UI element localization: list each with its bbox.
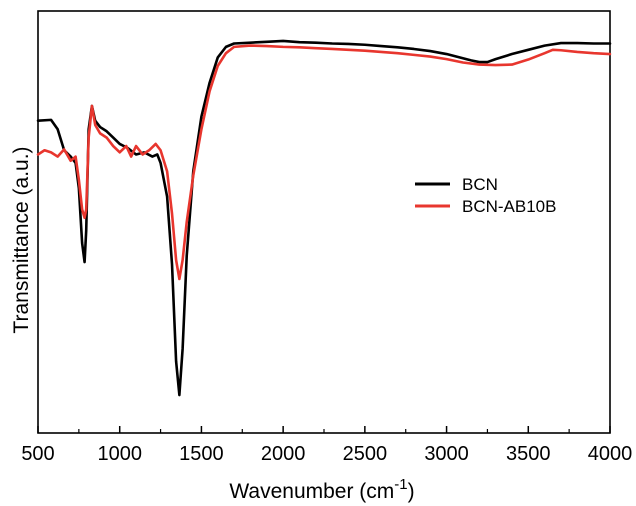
- series-line-bcn: [36, 39, 612, 397]
- legend: BCN BCN-AB10B: [415, 175, 556, 216]
- x-tick-label: 4000: [588, 443, 633, 465]
- x-axis-title-close: ): [408, 480, 415, 503]
- x-tick-label: 2500: [343, 443, 388, 465]
- x-axis: 500 1000 1500 2000 2500 3000 3500 4000: [21, 426, 632, 465]
- x-tick-label: 500: [21, 443, 54, 465]
- legend-label-bcn: BCN: [462, 175, 498, 194]
- plot-area-frame: [37, 10, 611, 434]
- x-tick-label: 1000: [97, 443, 142, 465]
- x-tick-label: 3000: [424, 443, 469, 465]
- y-axis-title: Transmittance (a.u.): [10, 146, 33, 333]
- series-line-bcn-ab10b: [36, 44, 612, 281]
- x-axis-title-text: Wavenumber (cm: [229, 480, 394, 503]
- x-tick-label: 2000: [261, 443, 306, 465]
- x-tick-label: 3500: [506, 443, 551, 465]
- series-layer: [36, 39, 612, 397]
- legend-label-bcn-ab10b: BCN-AB10B: [462, 197, 556, 216]
- x-tick-label: 1500: [179, 443, 224, 465]
- x-axis-title-superscript: -1: [394, 476, 407, 493]
- x-axis-title: Wavenumber (cm-1): [229, 476, 414, 503]
